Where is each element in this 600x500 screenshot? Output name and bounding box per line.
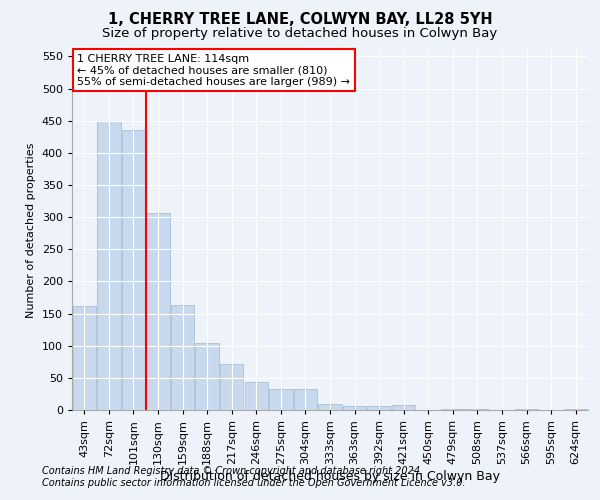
X-axis label: Distribution of detached houses by size in Colwyn Bay: Distribution of detached houses by size …: [160, 470, 500, 482]
Bar: [73, 306, 96, 410]
Bar: [269, 389, 293, 410]
Bar: [392, 405, 415, 410]
Text: Contains HM Land Registry data © Crown copyright and database right 2024.
Contai: Contains HM Land Registry data © Crown c…: [42, 466, 466, 487]
Bar: [294, 389, 317, 410]
Text: 1 CHERRY TREE LANE: 114sqm
← 45% of detached houses are smaller (810)
55% of sem: 1 CHERRY TREE LANE: 114sqm ← 45% of deta…: [77, 54, 350, 87]
Y-axis label: Number of detached properties: Number of detached properties: [26, 142, 36, 318]
Bar: [367, 406, 391, 410]
Bar: [319, 404, 341, 410]
Bar: [245, 382, 268, 410]
Text: 1, CHERRY TREE LANE, COLWYN BAY, LL28 5YH: 1, CHERRY TREE LANE, COLWYN BAY, LL28 5Y…: [107, 12, 493, 28]
Text: Size of property relative to detached houses in Colwyn Bay: Size of property relative to detached ho…: [103, 28, 497, 40]
Bar: [196, 342, 219, 410]
Bar: [97, 120, 121, 410]
Bar: [220, 364, 244, 410]
Bar: [146, 212, 170, 410]
Bar: [171, 305, 194, 410]
Bar: [122, 130, 145, 410]
Bar: [343, 406, 366, 410]
